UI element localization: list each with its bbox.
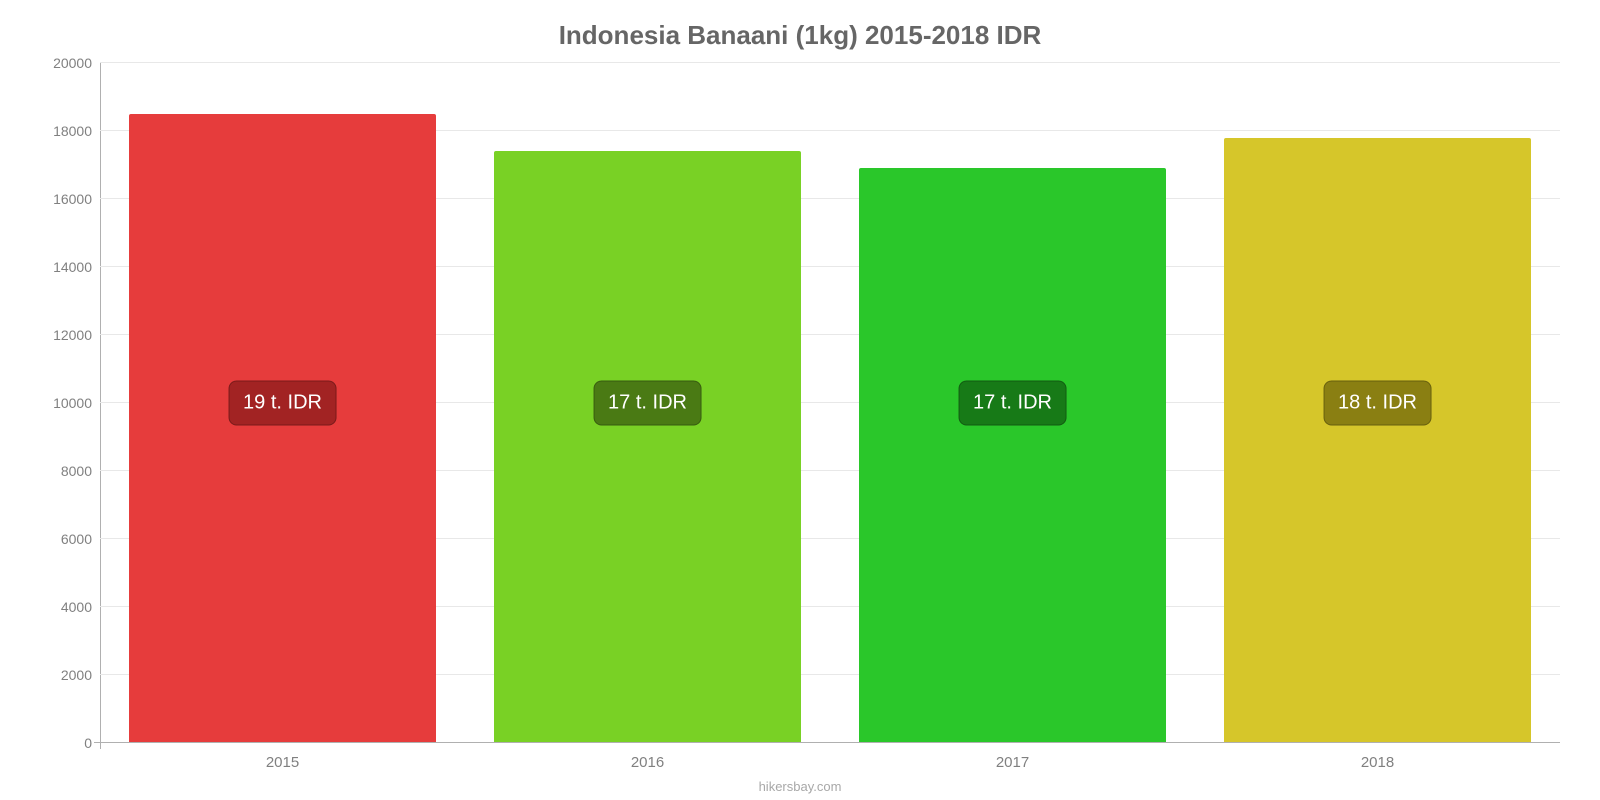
x-tick-label: 2015 <box>100 754 465 771</box>
bar-slot: 18 t. IDR <box>1195 63 1560 743</box>
bar-slot: 17 t. IDR <box>830 63 1195 743</box>
x-tick-label: 2018 <box>1195 754 1560 771</box>
chart-title: Indonesia Banaani (1kg) 2015-2018 IDR <box>40 20 1560 51</box>
y-tick-label: 18000 <box>53 123 92 139</box>
bar <box>859 168 1166 743</box>
plot-inner: 19 t. IDR 17 t. IDR 17 t. IDR 18 t. IDR <box>100 63 1560 743</box>
y-tick-label: 8000 <box>61 463 92 479</box>
x-axis-labels: 2015201620172018 <box>100 754 1560 771</box>
bar-value-badge: 18 t. IDR <box>1323 381 1432 426</box>
y-tick-label: 0 <box>84 735 92 751</box>
bars-group: 19 t. IDR 17 t. IDR 17 t. IDR 18 t. IDR <box>100 63 1560 743</box>
bar <box>129 114 436 743</box>
chart-container: Indonesia Banaani (1kg) 2015-2018 IDR 02… <box>0 0 1600 800</box>
bar-slot: 17 t. IDR <box>465 63 830 743</box>
y-tick-label: 20000 <box>53 55 92 71</box>
y-tick-label: 10000 <box>53 395 92 411</box>
y-axis: 0200040006000800010000120001400016000180… <box>40 63 100 743</box>
y-tick-label: 14000 <box>53 259 92 275</box>
bar <box>1224 138 1531 743</box>
bar-value-badge: 17 t. IDR <box>958 381 1067 426</box>
source-attribution: hikersbay.com <box>0 779 1600 794</box>
plot-area: 0200040006000800010000120001400016000180… <box>40 63 1560 743</box>
y-tick-label: 2000 <box>61 667 92 683</box>
bar-value-badge: 19 t. IDR <box>228 381 337 426</box>
x-tick-label: 2016 <box>465 754 830 771</box>
x-tick-label: 2017 <box>830 754 1195 771</box>
y-tick-label: 12000 <box>53 327 92 343</box>
y-tick-label: 16000 <box>53 191 92 207</box>
y-tick-label: 6000 <box>61 531 92 547</box>
x-axis-line <box>94 742 1560 743</box>
bar-value-badge: 17 t. IDR <box>593 381 702 426</box>
y-tick-label: 4000 <box>61 599 92 615</box>
bar-slot: 19 t. IDR <box>100 63 465 743</box>
bar <box>494 151 801 743</box>
